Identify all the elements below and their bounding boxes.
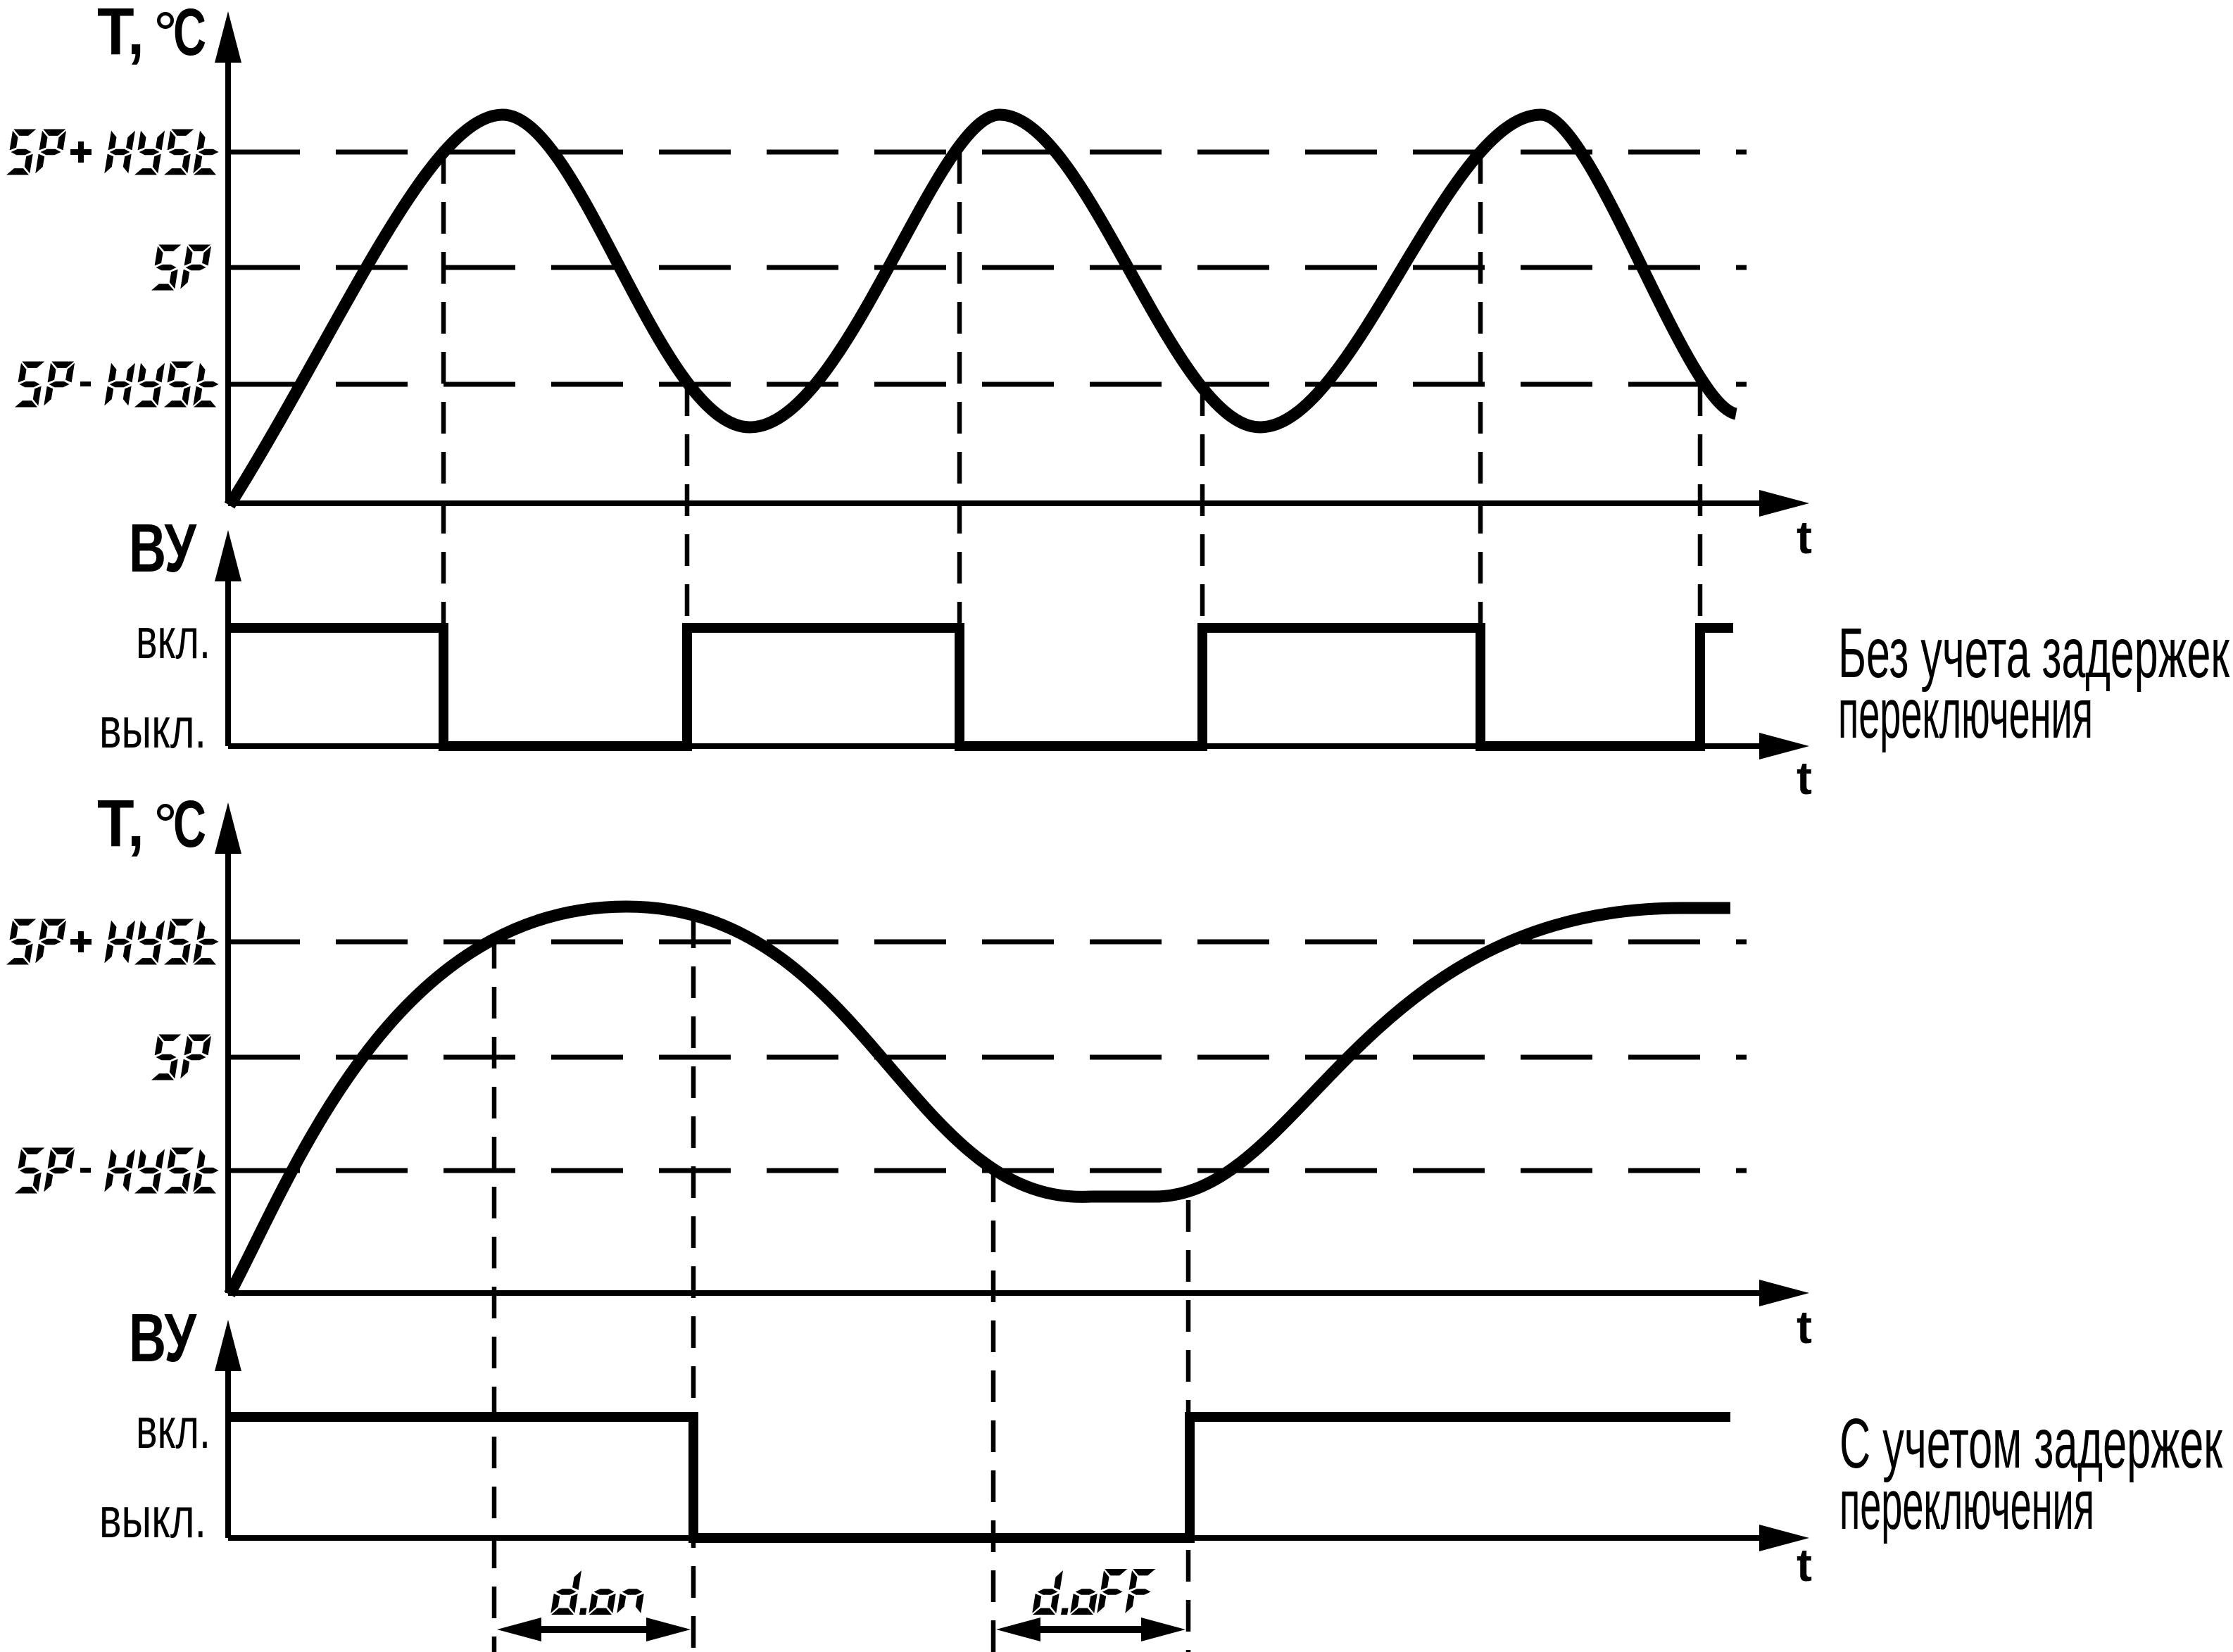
svg-text:t: t bbox=[1797, 511, 1812, 563]
svg-text:ВУ: ВУ bbox=[129, 1299, 197, 1376]
svg-text:C: C bbox=[173, 787, 206, 862]
svg-text:t: t bbox=[1797, 752, 1812, 804]
svg-text:Без учета задержек: Без учета задержек bbox=[1838, 614, 2230, 693]
svg-text:вкл.: вкл. bbox=[136, 607, 210, 671]
svg-text:выкл.: выкл. bbox=[99, 697, 206, 760]
svg-text:переключения: переключения bbox=[1839, 1465, 2094, 1544]
svg-text:вкл.: вкл. bbox=[136, 1397, 210, 1461]
svg-text:T,: T, bbox=[97, 0, 144, 69]
svg-text:C: C bbox=[173, 0, 206, 70]
svg-text:T,: T, bbox=[97, 786, 144, 861]
svg-text:t: t bbox=[1797, 1539, 1812, 1591]
svg-text:ВУ: ВУ bbox=[129, 510, 197, 586]
svg-text:выкл.: выкл. bbox=[99, 1487, 206, 1550]
svg-text:С учетом задержек: С учетом задержек bbox=[1839, 1404, 2223, 1483]
svg-text:t: t bbox=[1797, 1301, 1812, 1353]
svg-text:переключения: переключения bbox=[1838, 674, 2093, 753]
